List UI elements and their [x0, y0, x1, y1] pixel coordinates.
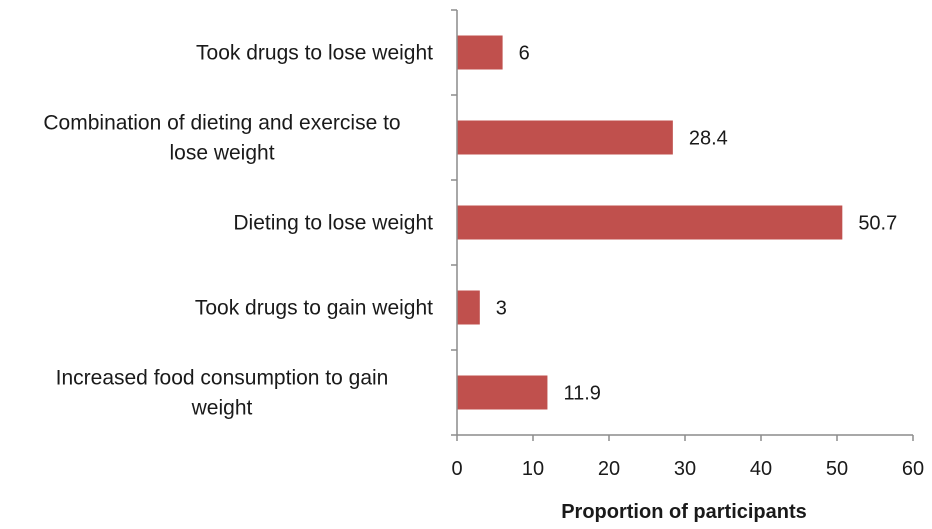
category-label-line: weight	[191, 397, 253, 420]
bar	[457, 375, 548, 410]
x-tick-label: 0	[451, 458, 462, 480]
category-labels-group: Took drugs to lose weight Combination of …	[43, 42, 433, 420]
bar	[457, 120, 673, 155]
x-tick-label: 10	[522, 458, 544, 480]
category-label-line: lose weight	[169, 142, 274, 165]
x-tick-label: 30	[674, 458, 696, 480]
category-label: Took drugs to gain weight	[195, 297, 433, 320]
category-label-line: Dieting to lose weight	[233, 212, 433, 235]
category-label-line: Took drugs to gain weight	[195, 297, 433, 320]
x-tick-label: 20	[598, 458, 620, 480]
bar	[457, 35, 503, 70]
x-tick-label: 60	[902, 458, 924, 480]
category-label-line: Increased food consumption to gain	[56, 367, 389, 390]
bar	[457, 205, 843, 240]
data-label: 6	[519, 43, 530, 65]
category-label: Took drugs to lose weight	[196, 42, 433, 65]
axes-group	[451, 9, 914, 441]
data-label: 11.9	[563, 383, 600, 405]
data-label: 50.7	[858, 213, 897, 235]
data-label: 28.4	[689, 128, 728, 150]
category-label-line: Took drugs to lose weight	[196, 42, 433, 65]
data-label: 3	[496, 298, 507, 320]
category-label: Increased food consumption to gain weight	[56, 367, 389, 420]
category-label: Dieting to lose weight	[233, 212, 433, 235]
x-tick-label: 50	[826, 458, 848, 480]
category-label: Combination of dieting and exercise to lo…	[43, 112, 400, 165]
bars-group	[457, 35, 843, 410]
data-labels-group: 6 28.4 50.7 3 11.9	[496, 43, 897, 405]
x-tick-label: 40	[750, 458, 772, 480]
x-tick-labels-group: 0 10 20 30 40 50 60	[451, 458, 924, 480]
x-axis-title: Proportion of participants	[561, 501, 807, 523]
category-label-line: Combination of dieting and exercise to	[43, 112, 400, 135]
bar	[457, 290, 480, 325]
